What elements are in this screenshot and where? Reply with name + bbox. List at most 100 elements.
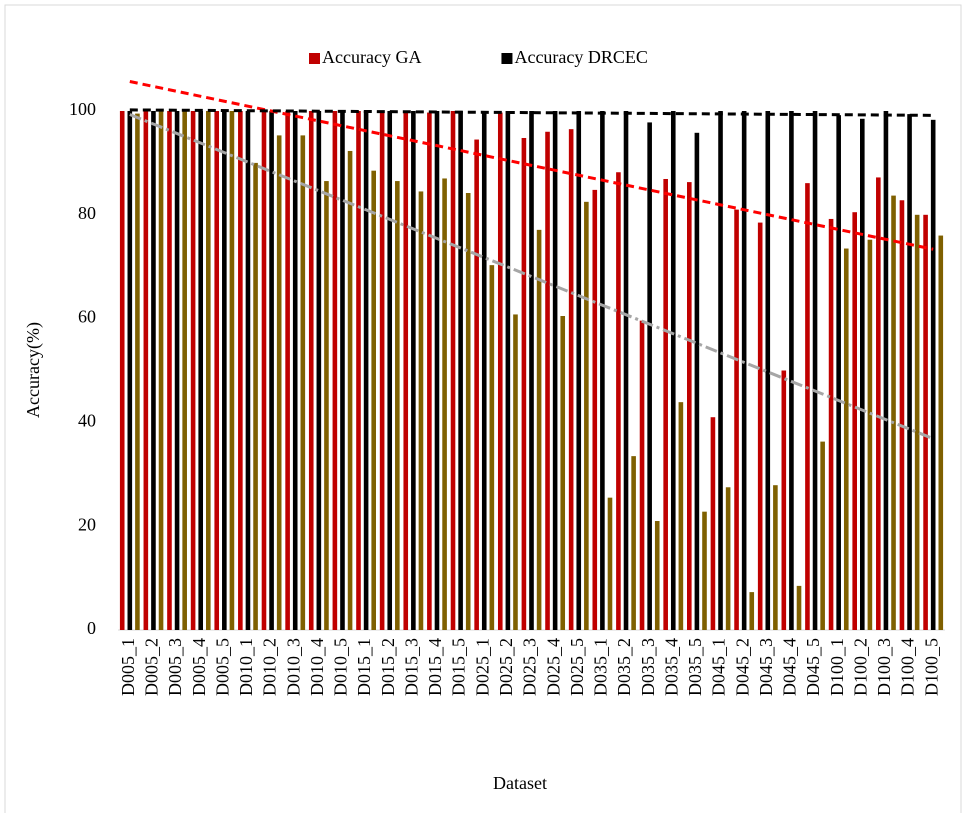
bar <box>938 235 944 630</box>
bar <box>340 111 345 630</box>
bar <box>710 417 716 630</box>
x-tick-label: D035_3 <box>638 638 658 696</box>
bar <box>529 111 534 630</box>
bar <box>182 111 187 630</box>
bar <box>867 239 873 630</box>
x-tick-label: D010_2 <box>260 638 280 696</box>
x-tick-label: D025_1 <box>472 638 492 696</box>
x-tick-label: D025_4 <box>543 638 563 696</box>
x-tick-label: D045_4 <box>780 638 800 696</box>
x-tick-label: D015_5 <box>449 638 469 696</box>
y-tick-label: 20 <box>78 514 96 534</box>
bar <box>843 248 849 630</box>
bar <box>214 111 220 630</box>
bar <box>812 111 818 630</box>
legend-swatch <box>501 53 513 64</box>
bar <box>725 487 731 630</box>
bar <box>119 111 125 630</box>
bar <box>324 181 329 630</box>
bar <box>639 320 645 630</box>
x-tick-label: D005_5 <box>212 638 232 696</box>
bar <box>395 181 400 630</box>
bar <box>607 497 613 630</box>
bar <box>222 111 227 630</box>
bar <box>600 111 605 630</box>
bar <box>143 111 149 630</box>
bar <box>458 111 463 630</box>
bar <box>308 111 314 630</box>
bar <box>481 111 487 630</box>
bar <box>497 112 503 630</box>
bar <box>474 139 479 631</box>
bar <box>914 214 920 631</box>
bar <box>876 177 881 630</box>
x-tick-label: D015_1 <box>354 638 374 696</box>
bar <box>434 111 440 630</box>
x-tick-label: D035_5 <box>685 638 705 696</box>
x-tick-label: D045_1 <box>709 638 729 696</box>
x-tick-label: D005_2 <box>142 638 162 696</box>
bar <box>450 111 456 630</box>
bar <box>860 118 865 630</box>
bar <box>316 111 322 630</box>
bar <box>891 195 896 631</box>
y-tick-label: 80 <box>78 203 96 223</box>
bar <box>781 370 787 630</box>
bar <box>427 112 432 630</box>
x-tick-label: D025_3 <box>520 638 540 696</box>
bar <box>663 178 668 630</box>
bar <box>694 132 700 630</box>
x-tick-label: D035_2 <box>614 638 634 696</box>
bar <box>363 111 369 630</box>
bar <box>552 111 558 630</box>
bar <box>371 170 376 630</box>
bar <box>741 111 747 630</box>
bar <box>654 521 660 630</box>
bar <box>403 111 409 630</box>
x-tick-label: D100_5 <box>921 638 941 696</box>
x-tick-label: D010_3 <box>283 638 303 696</box>
bar <box>167 111 172 630</box>
bar <box>269 111 274 630</box>
bar <box>749 592 755 630</box>
bar <box>718 111 723 630</box>
bar <box>292 111 298 630</box>
x-tick-label: D015_4 <box>425 638 445 696</box>
bar <box>702 511 707 630</box>
bar <box>623 111 629 630</box>
bar <box>670 111 676 630</box>
y-tick-label: 60 <box>78 307 96 327</box>
x-tick-label: D015_2 <box>378 638 398 696</box>
bar <box>489 265 495 630</box>
bar <box>442 178 447 630</box>
bar <box>521 137 527 630</box>
x-tick-label: D005_3 <box>165 638 185 696</box>
x-tick-label: D010_1 <box>236 638 256 696</box>
bar <box>852 212 857 630</box>
y-tick-label: 0 <box>87 618 96 638</box>
bar <box>930 119 936 630</box>
bar <box>545 131 550 630</box>
y-tick-label: 40 <box>78 411 96 431</box>
bar <box>151 111 156 630</box>
bar <box>356 111 361 630</box>
bar <box>505 111 511 630</box>
bar <box>411 111 416 630</box>
x-tick-label: D015_3 <box>401 638 421 696</box>
bar <box>734 209 739 631</box>
bar <box>190 111 196 630</box>
bar <box>347 150 353 630</box>
bar <box>687 182 692 630</box>
x-tick-label: D025_5 <box>567 638 587 696</box>
bar <box>174 111 180 630</box>
bar <box>584 201 589 630</box>
bar <box>513 314 518 630</box>
bar <box>135 113 140 631</box>
x-tick-label: D010_4 <box>307 638 327 696</box>
x-tick-label: D035_4 <box>661 638 681 696</box>
bar <box>560 316 566 630</box>
bar <box>261 111 267 630</box>
bar <box>276 135 282 630</box>
bar <box>773 485 778 630</box>
